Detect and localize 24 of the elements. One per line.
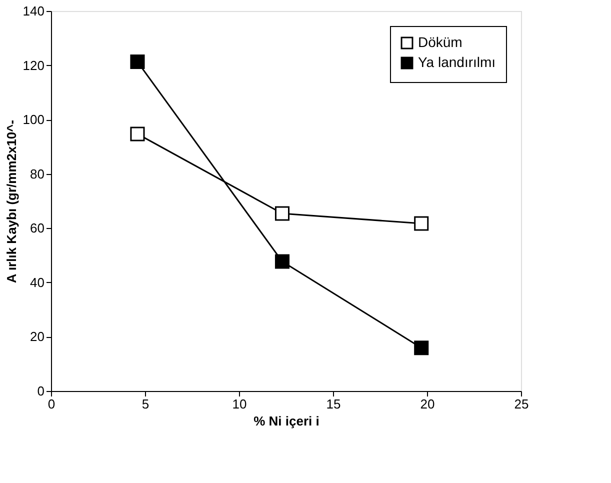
- point: [130, 54, 145, 70]
- y-tick-label: 120: [22, 58, 44, 73]
- point: [274, 254, 290, 269]
- point: [274, 206, 290, 221]
- y-tick-label: 60: [30, 220, 44, 236]
- point: [414, 216, 429, 231]
- y-axis-title: A ırlık Kaybı (gr/mm2x10^-: [4, 120, 19, 284]
- x-tick-label: 0: [48, 396, 56, 412]
- y-tick-label: 40: [30, 274, 44, 290]
- x-tick-label: 25: [514, 396, 529, 412]
- y-tick-label: 100: [22, 112, 44, 128]
- legend-label: Döküm: [418, 34, 462, 50]
- x-tick-label: 15: [326, 396, 341, 412]
- y-tick-label: 20: [30, 329, 44, 344]
- point: [130, 126, 145, 142]
- x-tick-label: 5: [142, 396, 150, 412]
- y-tick-label: 140: [22, 4, 44, 18]
- x-axis-title: % Ni içeri i: [254, 414, 320, 428]
- y-tick-label: 0: [37, 384, 44, 398]
- point: [414, 340, 429, 356]
- y-tick-label: 80: [30, 166, 44, 182]
- legend-label: Ya landırılmı: [418, 54, 496, 70]
- x-tick-label: 20: [420, 396, 435, 412]
- x-tick-label: 10: [232, 396, 247, 412]
